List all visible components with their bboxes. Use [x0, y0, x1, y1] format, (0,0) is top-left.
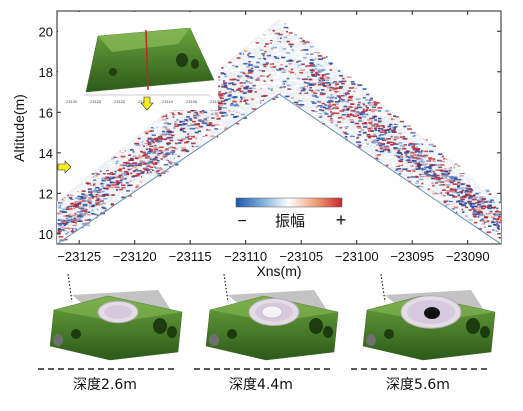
x-tick-label: −23105 — [279, 249, 323, 264]
x-tick-label: −23115 — [169, 249, 212, 264]
colorbar-plus-label: + — [336, 210, 347, 230]
y-axis: 10 12 14 16 18 20 — [39, 24, 501, 242]
x-tick-label: −23090 — [446, 249, 490, 264]
y-tick-label: 12 — [39, 186, 53, 201]
depth-label-2: 深度4.4m — [229, 377, 293, 393]
colorbar-label: 振幅 — [275, 212, 305, 230]
inset-marker-arrow-icon — [140, 96, 154, 111]
inset-tick: 23100 — [210, 99, 222, 104]
colorbar-minus-label: − — [237, 213, 246, 230]
x-tick-label: −23120 — [113, 249, 157, 264]
depth-panels — [38, 273, 496, 370]
section-base — [57, 93, 501, 244]
amplitude-speckle — [57, 21, 501, 243]
inset-tick: 23130 — [66, 99, 78, 104]
y-tick-label: 20 — [39, 24, 53, 39]
inset-tick: 23105 — [186, 99, 198, 104]
depth-panel — [38, 273, 183, 370]
radar-section — [57, 19, 501, 244]
colorbar — [235, 197, 343, 208]
y-tick-label: 16 — [39, 105, 53, 120]
y-tick-label: 14 — [39, 146, 53, 161]
inset-tick: 23120 — [114, 99, 126, 104]
depth-label-3: 深度5.6m — [386, 377, 450, 393]
x-tick-label: −23100 — [335, 249, 379, 264]
inset-tick: 23125 — [90, 99, 102, 104]
x-axis-label: Xns(m) — [256, 263, 301, 279]
depth-label-1: 深度2.6m — [73, 377, 137, 393]
marker-arrow-icon — [57, 160, 72, 174]
y-tick-label: 10 — [39, 227, 53, 242]
x-tick-label: −23125 — [57, 249, 101, 264]
y-tick-label: 18 — [39, 65, 53, 80]
inset-terrain: 23130 23125 23120 23115 23110 23105 23100 — [58, 12, 222, 111]
x-axis: −23125 −23120 −23115 −23110 −23105 −23100 −230… — [57, 11, 490, 264]
depth-panel — [194, 273, 339, 370]
depth-panel — [351, 273, 496, 370]
y-axis-label: Altitude(m) — [11, 94, 27, 162]
x-tick-label: −23095 — [390, 249, 434, 264]
inset-tick: 23110 — [162, 99, 174, 104]
x-tick-label: −23110 — [224, 249, 267, 264]
